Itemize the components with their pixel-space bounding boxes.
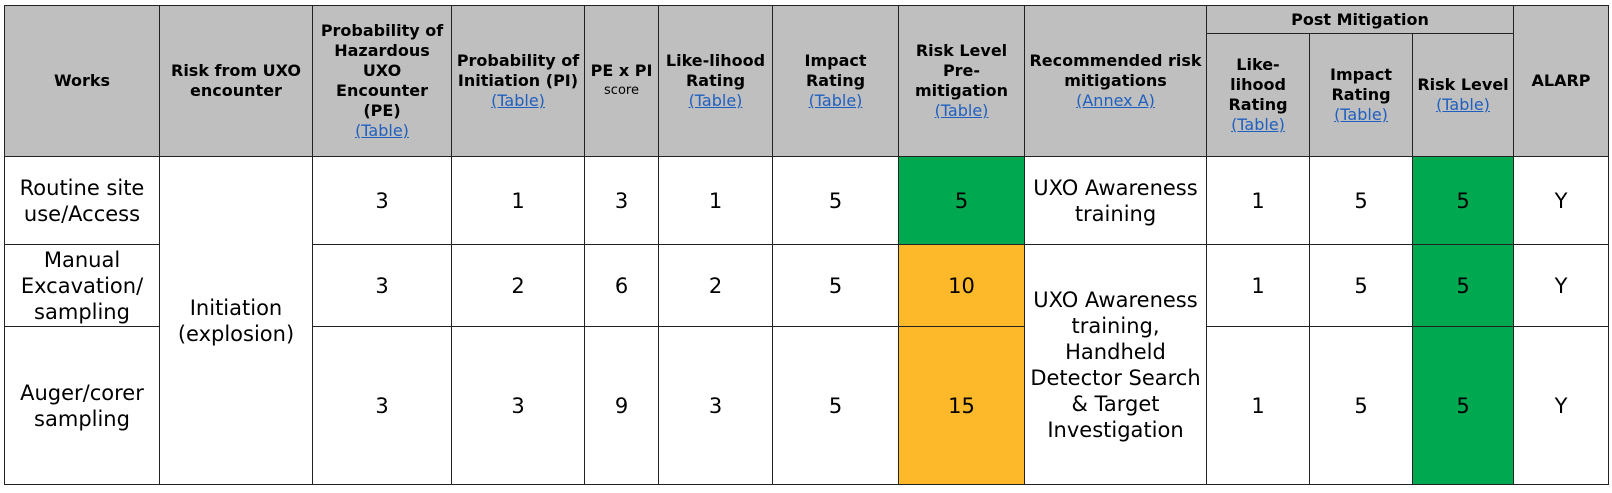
post-impact-cell: 5 — [1309, 156, 1413, 245]
table-link[interactable]: (Table) — [491, 91, 545, 110]
header-label: Works — [53, 71, 111, 90]
header-cell: Risk from UXO encounter — [159, 5, 313, 157]
header-cell: PE x PI score — [584, 5, 659, 157]
header-cell: Probability of Initiation (PI) (Table) — [451, 5, 585, 157]
table-link[interactable]: (Table) — [688, 91, 743, 110]
table-link[interactable]: (Table) — [808, 91, 863, 110]
annex-link[interactable]: (Annex A) — [1076, 91, 1155, 110]
risk-level-cell: 5 — [898, 156, 1025, 245]
score-cell: 9 — [584, 326, 659, 485]
score-cell: 6 — [584, 244, 659, 327]
risk-level-cell: 10 — [898, 244, 1025, 327]
pe-cell: 3 — [312, 326, 452, 485]
works-cell: Auger/corer sampling — [4, 326, 160, 485]
alarp-cell: Y — [1513, 156, 1609, 245]
impact-cell: 5 — [772, 326, 899, 485]
risk-table: Works Risk from UXO encounter Probabilit… — [4, 5, 1609, 485]
pe-cell: 3 — [312, 244, 452, 327]
header-label: Risk Level — [1417, 75, 1509, 94]
header-cell: Like-lihood Rating (Table) — [658, 5, 773, 157]
works-cell: Manual Excavation/ sampling — [4, 244, 160, 327]
header-cell: Probability of Hazardous UXO Encounter (… — [312, 5, 452, 157]
header-cell: Like-lihood Rating (Table) — [1206, 33, 1310, 157]
post-likelihood-cell: 1 — [1206, 244, 1310, 327]
post-risk-level-cell: 5 — [1412, 156, 1514, 245]
likelihood-cell: 1 — [658, 156, 773, 245]
post-impact-cell: 5 — [1309, 244, 1413, 327]
post-likelihood-cell: 1 — [1206, 326, 1310, 485]
table-link[interactable]: (Table) — [355, 121, 409, 140]
pe-cell: 3 — [312, 156, 452, 245]
post-risk-level-cell: 5 — [1412, 244, 1514, 327]
header-label: Like-lihood Rating — [1228, 55, 1288, 114]
header-cell: ALARP — [1513, 5, 1609, 157]
risk-level-cell: 15 — [898, 326, 1025, 485]
post-risk-level-cell: 5 — [1412, 326, 1514, 485]
mitigation-cell: UXO Awareness training — [1024, 156, 1207, 245]
likelihood-cell: 2 — [658, 244, 773, 327]
pi-cell: 2 — [451, 244, 585, 327]
table-link[interactable]: (Table) — [1334, 105, 1388, 124]
header-label: PE x PI — [590, 61, 653, 80]
table-link[interactable]: (Table) — [1436, 95, 1490, 114]
header-cell: Works — [4, 5, 160, 157]
likelihood-cell: 3 — [658, 326, 773, 485]
group-header: Post Mitigation — [1206, 5, 1514, 34]
alarp-cell: Y — [1513, 244, 1609, 327]
header-cell: Impact Rating (Table) — [772, 5, 899, 157]
impact-cell: 5 — [772, 156, 899, 245]
header-note: score — [604, 83, 639, 98]
pi-cell: 3 — [451, 326, 585, 485]
header-label: Risk Level Pre-mitigation — [914, 41, 1009, 100]
score-cell: 3 — [584, 156, 659, 245]
header-label: Risk from UXO encounter — [171, 61, 301, 100]
post-impact-cell: 5 — [1309, 326, 1413, 485]
table-link[interactable]: (Table) — [934, 101, 989, 120]
header-cell: Risk Level Pre-mitigation (Table) — [898, 5, 1025, 157]
impact-cell: 5 — [772, 244, 899, 327]
header-label: Probability of Initiation (PI) — [456, 51, 580, 90]
alarp-cell: Y — [1513, 326, 1609, 485]
pi-cell: 1 — [451, 156, 585, 245]
header-label: Probability of Hazardous UXO Encounter (… — [320, 21, 444, 120]
works-cell: Routine site use/Access — [4, 156, 160, 245]
header-cell: Risk Level (Table) — [1412, 33, 1514, 157]
header-label: ALARP — [1531, 71, 1591, 90]
risk-cell: Initiation (explosion) — [159, 156, 313, 485]
header-label: Recommended risk mitigations — [1029, 51, 1202, 90]
header-cell: Recommended risk mitigations (Annex A) — [1024, 5, 1207, 157]
header-label: Impact Rating — [1329, 65, 1392, 104]
header-label: Impact Rating — [804, 51, 867, 90]
table-link[interactable]: (Table) — [1231, 115, 1285, 134]
mitigation-cell: UXO Awareness training, Handheld Detecto… — [1024, 244, 1207, 485]
post-likelihood-cell: 1 — [1206, 156, 1310, 245]
header-label: Post Mitigation — [1291, 9, 1429, 29]
header-cell: Impact Rating (Table) — [1309, 33, 1413, 157]
header-label: Like-lihood Rating — [665, 51, 766, 90]
